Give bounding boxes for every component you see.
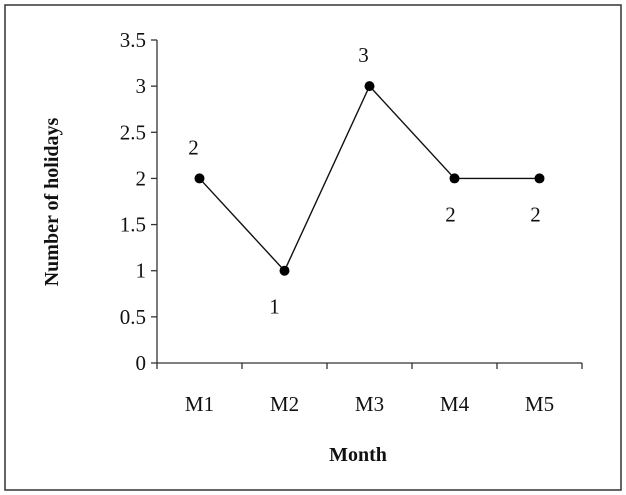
x-tick-label: M5 (525, 392, 554, 416)
axes (151, 39, 583, 369)
data-label: 1 (269, 295, 280, 319)
series-group (194, 81, 545, 276)
data-point (364, 81, 375, 92)
x-axis-title: Month (329, 444, 387, 466)
data-label: 3 (358, 43, 369, 67)
y-tick-label: 1 (136, 259, 147, 283)
data-point (449, 173, 460, 184)
y-tick-labels: 0 0.5 1 1.5 2 2.5 3 3.5 (120, 28, 146, 375)
data-point (534, 173, 545, 184)
chart-frame (4, 4, 622, 491)
y-tick-label: 0.5 (120, 305, 146, 329)
data-label: 2 (188, 135, 199, 159)
y-tick-label: 2.5 (120, 120, 146, 144)
x-tick-label: M1 (185, 392, 214, 416)
data-labels: 2 1 3 2 2 (188, 43, 541, 319)
y-tick-label: 3.5 (120, 28, 146, 52)
x-tick-label: M3 (355, 392, 384, 416)
x-tick-labels: M1 M2 M3 M4 M5 (185, 392, 554, 416)
data-point (279, 265, 290, 276)
y-tick-label: 1.5 (120, 213, 146, 237)
y-tick-label: 0 (136, 351, 147, 375)
y-tick-label: 2 (136, 166, 147, 190)
data-label: 2 (445, 202, 456, 226)
x-tick-label: M4 (440, 392, 470, 416)
x-tick-label: M2 (270, 392, 299, 416)
y-tick-label: 3 (136, 74, 147, 98)
data-point (194, 173, 205, 184)
data-label: 2 (530, 202, 541, 226)
y-axis-title: Number of holidays (41, 118, 63, 287)
